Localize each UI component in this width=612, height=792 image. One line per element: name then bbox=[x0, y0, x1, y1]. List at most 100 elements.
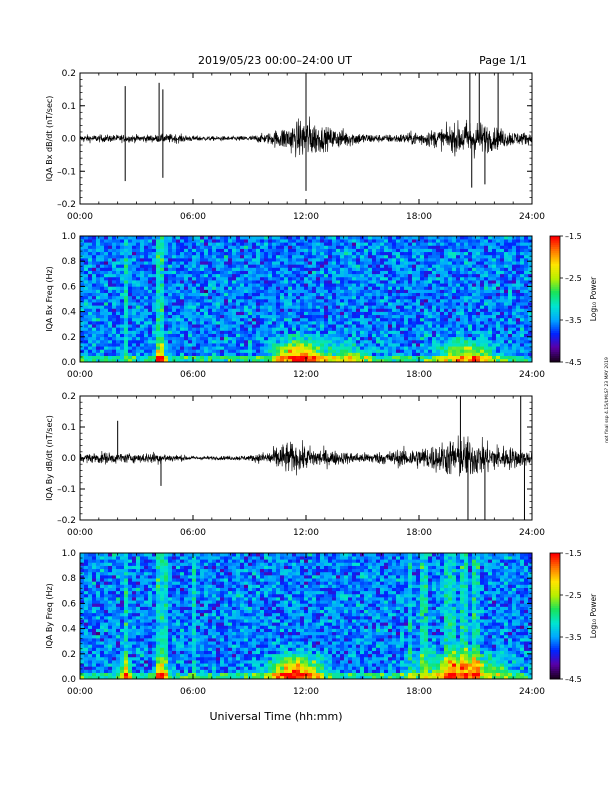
spectrogram-cell bbox=[504, 333, 509, 338]
spectrogram-cell bbox=[292, 280, 297, 284]
spectrogram-cell bbox=[376, 349, 381, 353]
colorbar-swatch bbox=[550, 257, 560, 260]
spectrogram-cell bbox=[116, 343, 121, 347]
spectrogram-cell bbox=[432, 358, 437, 363]
spectrogram-cell bbox=[336, 330, 341, 334]
spectrogram-cell bbox=[364, 308, 369, 312]
spectrogram-cell bbox=[332, 292, 337, 297]
spectrogram-cell bbox=[372, 292, 377, 297]
spectrogram-cell bbox=[468, 264, 473, 268]
spectrogram-cell bbox=[152, 261, 157, 265]
spectrogram-cell bbox=[440, 258, 445, 262]
spectrogram-cell bbox=[240, 289, 245, 293]
spectrogram-cell bbox=[324, 321, 329, 325]
spectrogram-cell bbox=[328, 352, 333, 356]
spectrogram-cell bbox=[408, 327, 413, 331]
spectrogram-cell bbox=[136, 355, 141, 360]
spectrogram-cell bbox=[400, 355, 405, 360]
spectrogram-cell bbox=[524, 317, 529, 322]
spectrogram-cell bbox=[144, 280, 149, 284]
spectrogram-cell bbox=[104, 355, 109, 360]
spectrogram-cell bbox=[360, 261, 365, 265]
spectrogram-cell bbox=[352, 336, 357, 341]
spectrogram-cell bbox=[276, 292, 281, 297]
spectrogram-cell bbox=[304, 336, 309, 341]
spectrogram-cell bbox=[216, 343, 221, 347]
spectrogram-cell bbox=[452, 299, 457, 303]
spectrogram-cell bbox=[312, 299, 317, 303]
spectrogram-cell bbox=[164, 317, 169, 322]
spectrogram-cell bbox=[260, 248, 265, 253]
spectrogram-cell bbox=[300, 267, 305, 271]
spectrogram-cell bbox=[144, 327, 149, 331]
spectrogram-cell bbox=[376, 314, 381, 319]
spectrogram-cell bbox=[296, 352, 301, 356]
spectrogram-cell bbox=[416, 330, 421, 334]
spectrogram-cell bbox=[464, 346, 469, 350]
spectrogram-cell bbox=[504, 254, 509, 259]
spectrogram-cell bbox=[240, 245, 245, 249]
spectrogram-cell bbox=[340, 355, 345, 360]
spectrogram-cell bbox=[268, 355, 273, 360]
spectrogram-cell bbox=[208, 339, 213, 344]
spectrogram-cell bbox=[292, 314, 297, 319]
colorbar-swatch bbox=[550, 353, 560, 357]
spectrogram-cell bbox=[304, 248, 309, 253]
spectrogram-cell bbox=[360, 280, 365, 284]
spectrogram-cell bbox=[404, 242, 409, 246]
spectrogram-cell bbox=[212, 258, 217, 262]
spectrogram-cell bbox=[208, 346, 213, 350]
spectrogram-cell bbox=[488, 289, 493, 293]
spectrogram-cell bbox=[304, 352, 309, 356]
colorbar-swatch bbox=[550, 275, 560, 279]
spectrogram-cell bbox=[220, 314, 225, 319]
spectrogram-cell bbox=[120, 254, 125, 259]
colorbar-swatch bbox=[550, 248, 560, 252]
spectrogram-cell bbox=[396, 324, 401, 328]
spectrogram-cell bbox=[356, 283, 361, 287]
spectrogram-cell bbox=[244, 286, 249, 290]
spectrogram-cell bbox=[100, 280, 105, 284]
spectrogram-cell bbox=[412, 314, 417, 319]
spectrogram-cell bbox=[268, 267, 273, 271]
spectrogram-cell bbox=[240, 305, 245, 309]
spectrogram-cell bbox=[484, 254, 489, 259]
spectrogram-cell bbox=[224, 299, 229, 303]
spectrogram-cell bbox=[84, 280, 89, 284]
spectrogram-cell bbox=[200, 333, 205, 338]
spectrogram-cell bbox=[372, 270, 377, 275]
spectrogram-cell bbox=[488, 336, 493, 341]
spectrogram-cell bbox=[268, 302, 273, 306]
spectrogram-cell bbox=[428, 280, 433, 284]
spectrogram-cell bbox=[132, 321, 137, 325]
spectrogram-cell bbox=[484, 349, 489, 353]
spectrogram-cell bbox=[132, 236, 137, 240]
spectrogram-cell bbox=[500, 352, 505, 356]
spectrogram-cell bbox=[484, 299, 489, 303]
spectrogram-cell bbox=[448, 343, 453, 347]
spectrogram-cell bbox=[432, 343, 437, 347]
spectrogram-cell bbox=[252, 248, 257, 253]
spectrogram-cell bbox=[344, 317, 349, 322]
spectrogram-cell bbox=[260, 286, 265, 290]
spectrogram-cell bbox=[512, 321, 517, 325]
spectrogram-cell bbox=[412, 355, 417, 360]
spectrogram-cell bbox=[484, 280, 489, 284]
x-tick-label: 00:00 bbox=[67, 528, 93, 538]
spectrogram-cell bbox=[192, 311, 197, 316]
spectrogram-cell bbox=[88, 236, 93, 240]
spectrogram-cell bbox=[304, 327, 309, 331]
spectrogram-cell bbox=[120, 248, 125, 253]
spectrogram-cell bbox=[124, 292, 129, 297]
spectrogram-cell bbox=[268, 242, 273, 246]
spectrogram-cell bbox=[284, 352, 289, 356]
spectrogram-cell bbox=[168, 286, 173, 290]
spectrogram-cell bbox=[480, 333, 485, 338]
spectrogram-cell bbox=[212, 248, 217, 253]
spectrogram-cell bbox=[116, 254, 121, 259]
spectrogram-cell bbox=[280, 311, 285, 316]
spectrogram-cell bbox=[160, 346, 165, 350]
spectrogram-cell bbox=[272, 289, 277, 293]
spectrogram-cell bbox=[504, 289, 509, 293]
spectrogram-cell bbox=[440, 273, 445, 278]
